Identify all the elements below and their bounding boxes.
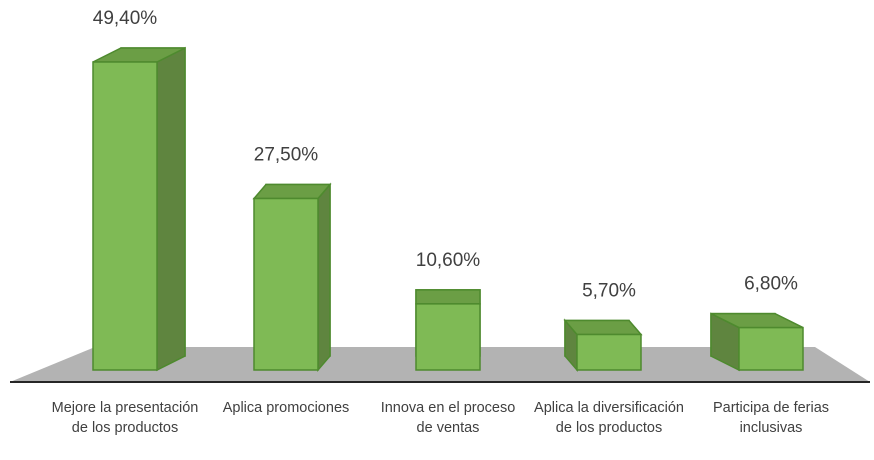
bar <box>710 312 804 372</box>
bar-front <box>576 333 642 371</box>
data-label: 49,40% <box>93 8 158 29</box>
bar <box>92 46 186 372</box>
bar-front <box>253 197 319 371</box>
x-tick-label: Participa de ferias inclusivas <box>712 400 830 436</box>
bar <box>415 289 481 371</box>
x-tick-label: Mejore la presentación de los productos <box>51 400 199 436</box>
bar-top <box>563 319 643 336</box>
bar-front <box>415 303 481 371</box>
bar-front <box>738 326 804 371</box>
data-label: 27,50% <box>254 145 319 166</box>
x-tick-label: Aplica la diversificación de los product… <box>534 400 684 436</box>
bar-side <box>156 46 186 372</box>
bar-front <box>92 61 158 371</box>
x-tick-label: Innova en el proceso de ventas <box>380 400 516 436</box>
bar-side <box>317 182 331 373</box>
data-label: 10,60% <box>416 250 481 271</box>
x-tick-label: Aplica promociones <box>222 400 350 416</box>
bar <box>252 182 332 373</box>
data-label: 5,70% <box>582 280 636 301</box>
bar <box>563 318 643 373</box>
bar-top <box>252 183 332 200</box>
data-label: 6,80% <box>744 274 798 295</box>
bar-top <box>415 289 481 305</box>
